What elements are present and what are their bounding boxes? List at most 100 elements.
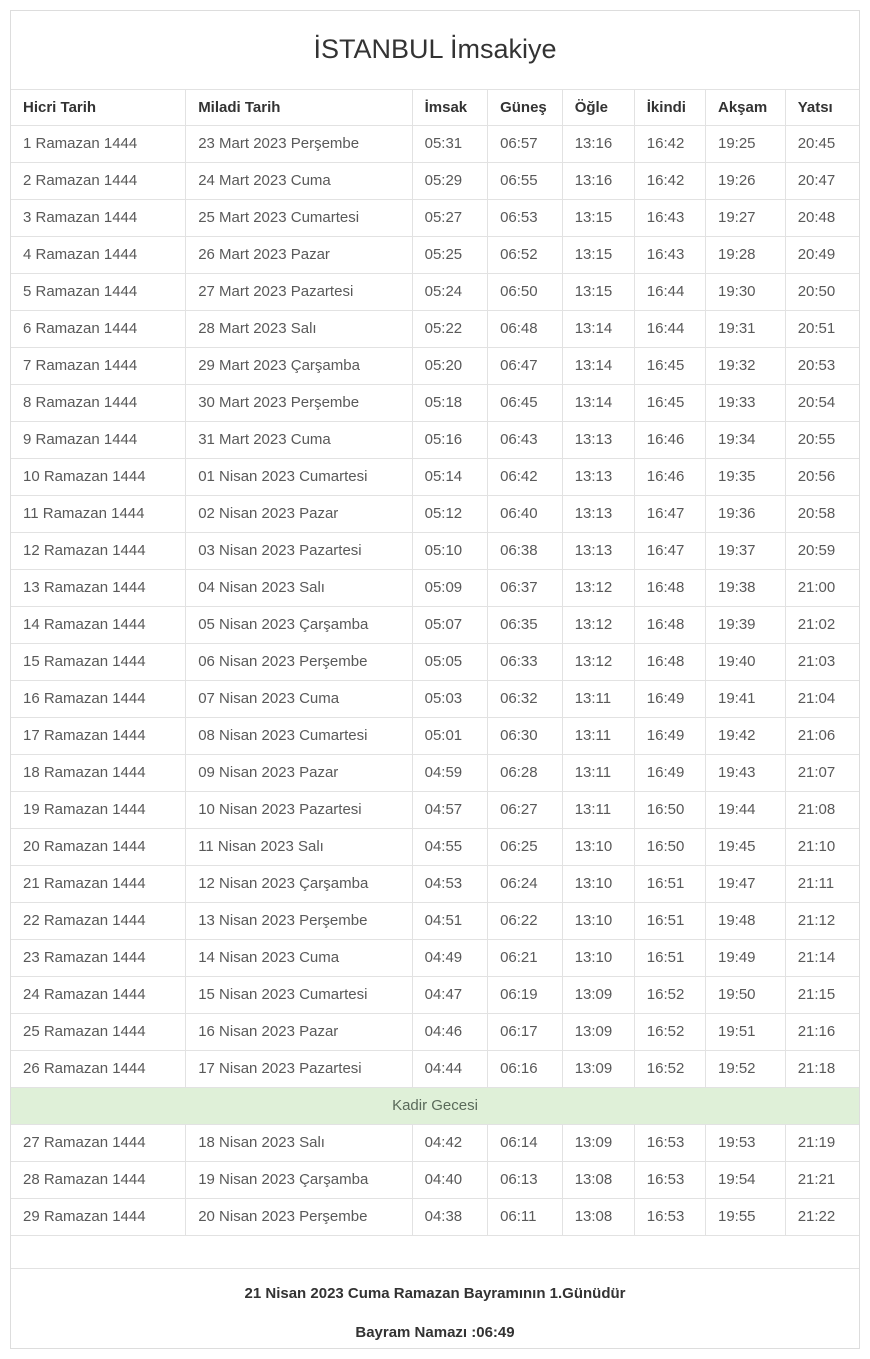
hicri-date-cell: 27 Ramazan 1444 [10,1123,187,1162]
gunes-time-cell: 06:48 [487,309,563,348]
footer-notes: 21 Nisan 2023 Cuma Ramazan Bayramının 1.… [11,1268,859,1348]
yatsi-time-cell: 21:15 [784,975,860,1014]
gunes-time-cell: 06:19 [487,975,563,1014]
aksam-time-cell: 19:45 [704,827,786,866]
imsak-time-cell: 05:03 [411,679,489,718]
ikindi-time-cell: 16:49 [633,753,706,792]
table-row: 23 Ramazan 1444 14 Nisan 2023 Cuma 04:49 06… [10,938,860,977]
table-footer-spacer [11,1235,859,1268]
gunes-time-cell: 06:28 [487,753,563,792]
ogle-time-cell: 13:16 [561,124,635,163]
gunes-time-cell: 06:14 [487,1123,563,1162]
ikindi-time-cell: 16:42 [633,161,706,200]
ikindi-time-cell: 16:51 [633,864,706,903]
prayer-times-table: Hicri Tarih Miladi Tarih İmsak Güneş Öğle İki… [10,89,860,1236]
yatsi-time-cell: 20:51 [784,309,860,348]
ikindi-time-cell: 16:46 [633,420,706,459]
aksam-time-cell: 19:35 [704,457,786,496]
table-row: 11 Ramazan 1444 02 Nisan 2023 Pazar 05:12 0… [10,494,860,533]
ikindi-time-cell: 16:52 [633,975,706,1014]
imsak-time-cell: 05:22 [411,309,489,348]
hicri-date-cell: 21 Ramazan 1444 [10,864,187,903]
yatsi-time-cell: 21:11 [784,864,860,903]
hicri-date-cell: 14 Ramazan 1444 [10,605,187,644]
gunes-time-cell: 06:45 [487,383,563,422]
hicri-date-cell: 16 Ramazan 1444 [10,679,187,718]
ogle-time-cell: 13:15 [561,198,635,237]
table-row: 18 Ramazan 1444 09 Nisan 2023 Pazar 04:59 0… [10,753,860,792]
ikindi-time-cell: 16:44 [633,309,706,348]
table-row: 29 Ramazan 1444 20 Nisan 2023 Perşembe 04:… [10,1197,860,1236]
ikindi-time-cell: 16:47 [633,531,706,570]
hicri-date-cell: 28 Ramazan 1444 [10,1160,187,1199]
gunes-time-cell: 06:11 [487,1197,563,1236]
ikindi-time-cell: 16:52 [633,1049,706,1088]
imsak-time-cell: 05:24 [411,272,489,311]
ogle-time-cell: 13:09 [561,1123,635,1162]
gunes-time-cell: 06:53 [487,198,563,237]
bayram-namazi-note: Bayram Namazı :06:49 [355,1324,515,1341]
kadir-gecesi-row: Kadir Gecesi [10,1086,860,1125]
aksam-time-cell: 19:53 [704,1123,786,1162]
miladi-date-cell: 15 Nisan 2023 Cumartesi [185,975,413,1014]
ogle-time-cell: 13:08 [561,1160,635,1199]
miladi-date-cell: 10 Nisan 2023 Pazartesi [185,790,413,829]
aksam-time-cell: 19:49 [704,938,786,977]
table-row: 16 Ramazan 1444 07 Nisan 2023 Cuma 05:03 06… [10,679,860,718]
gunes-time-cell: 06:22 [487,901,563,940]
table-row: 4 Ramazan 1444 26 Mart 2023 Pazar 05:25 06:… [10,235,860,274]
table-row: 3 Ramazan 1444 25 Mart 2023 Cumartesi 05:2… [10,198,860,237]
ikindi-time-cell: 16:45 [633,346,706,385]
ikindi-time-cell: 16:45 [633,383,706,422]
ogle-time-cell: 13:11 [561,753,635,792]
table-row: 25 Ramazan 1444 16 Nisan 2023 Pazar 04:46 0… [10,1012,860,1051]
miladi-date-cell: 08 Nisan 2023 Cumartesi [185,716,413,755]
ogle-time-cell: 13:09 [561,1012,635,1051]
gunes-time-cell: 06:25 [487,827,563,866]
imsak-time-cell: 04:38 [411,1197,489,1236]
table-row: 14 Ramazan 1444 05 Nisan 2023 Çarşamba 05:… [10,605,860,644]
hicri-date-cell: 23 Ramazan 1444 [10,938,187,977]
ogle-time-cell: 13:10 [561,864,635,903]
hicri-date-cell: 24 Ramazan 1444 [10,975,187,1014]
miladi-date-cell: 09 Nisan 2023 Pazar [185,753,413,792]
aksam-time-cell: 19:33 [704,383,786,422]
aksam-time-cell: 19:28 [704,235,786,274]
imsak-time-cell: 05:31 [411,124,489,163]
gunes-time-cell: 06:30 [487,716,563,755]
gunes-time-cell: 06:17 [487,1012,563,1051]
imsak-time-cell: 05:29 [411,161,489,200]
hicri-date-cell: 11 Ramazan 1444 [10,494,187,533]
miladi-date-cell: 31 Mart 2023 Cuma [185,420,413,459]
miladi-date-cell: 28 Mart 2023 Salı [185,309,413,348]
aksam-time-cell: 19:43 [704,753,786,792]
miladi-date-cell: 07 Nisan 2023 Cuma [185,679,413,718]
aksam-time-cell: 19:32 [704,346,786,385]
miladi-date-cell: 24 Mart 2023 Cuma [185,161,413,200]
miladi-date-cell: 02 Nisan 2023 Pazar [185,494,413,533]
aksam-time-cell: 19:55 [704,1197,786,1236]
hicri-date-cell: 6 Ramazan 1444 [10,309,187,348]
hicri-date-cell: 17 Ramazan 1444 [10,716,187,755]
ikindi-time-cell: 16:50 [633,790,706,829]
imsak-time-cell: 04:49 [411,938,489,977]
ogle-time-cell: 13:12 [561,568,635,607]
table-row: 6 Ramazan 1444 28 Mart 2023 Salı 05:22 06:4… [10,309,860,348]
hicri-date-cell: 1 Ramazan 1444 [10,124,187,163]
ogle-time-cell: 13:12 [561,642,635,681]
imsak-time-cell: 05:07 [411,605,489,644]
miladi-date-cell: 19 Nisan 2023 Çarşamba [185,1160,413,1199]
miladi-date-cell: 06 Nisan 2023 Perşembe [185,642,413,681]
aksam-time-cell: 19:41 [704,679,786,718]
hicri-date-cell: 13 Ramazan 1444 [10,568,187,607]
miladi-date-cell: 17 Nisan 2023 Pazartesi [185,1049,413,1088]
table-row: 22 Ramazan 1444 13 Nisan 2023 Perşembe 04:… [10,901,860,940]
yatsi-time-cell: 21:10 [784,827,860,866]
gunes-time-cell: 06:57 [487,124,563,163]
aksam-time-cell: 19:54 [704,1160,786,1199]
table-row: 20 Ramazan 1444 11 Nisan 2023 Salı 04:55 06… [10,827,860,866]
imsak-time-cell: 05:14 [411,457,489,496]
table-row: 13 Ramazan 1444 04 Nisan 2023 Salı 05:09 06… [10,568,860,607]
hicri-date-cell: 7 Ramazan 1444 [10,346,187,385]
yatsi-time-cell: 21:03 [784,642,860,681]
